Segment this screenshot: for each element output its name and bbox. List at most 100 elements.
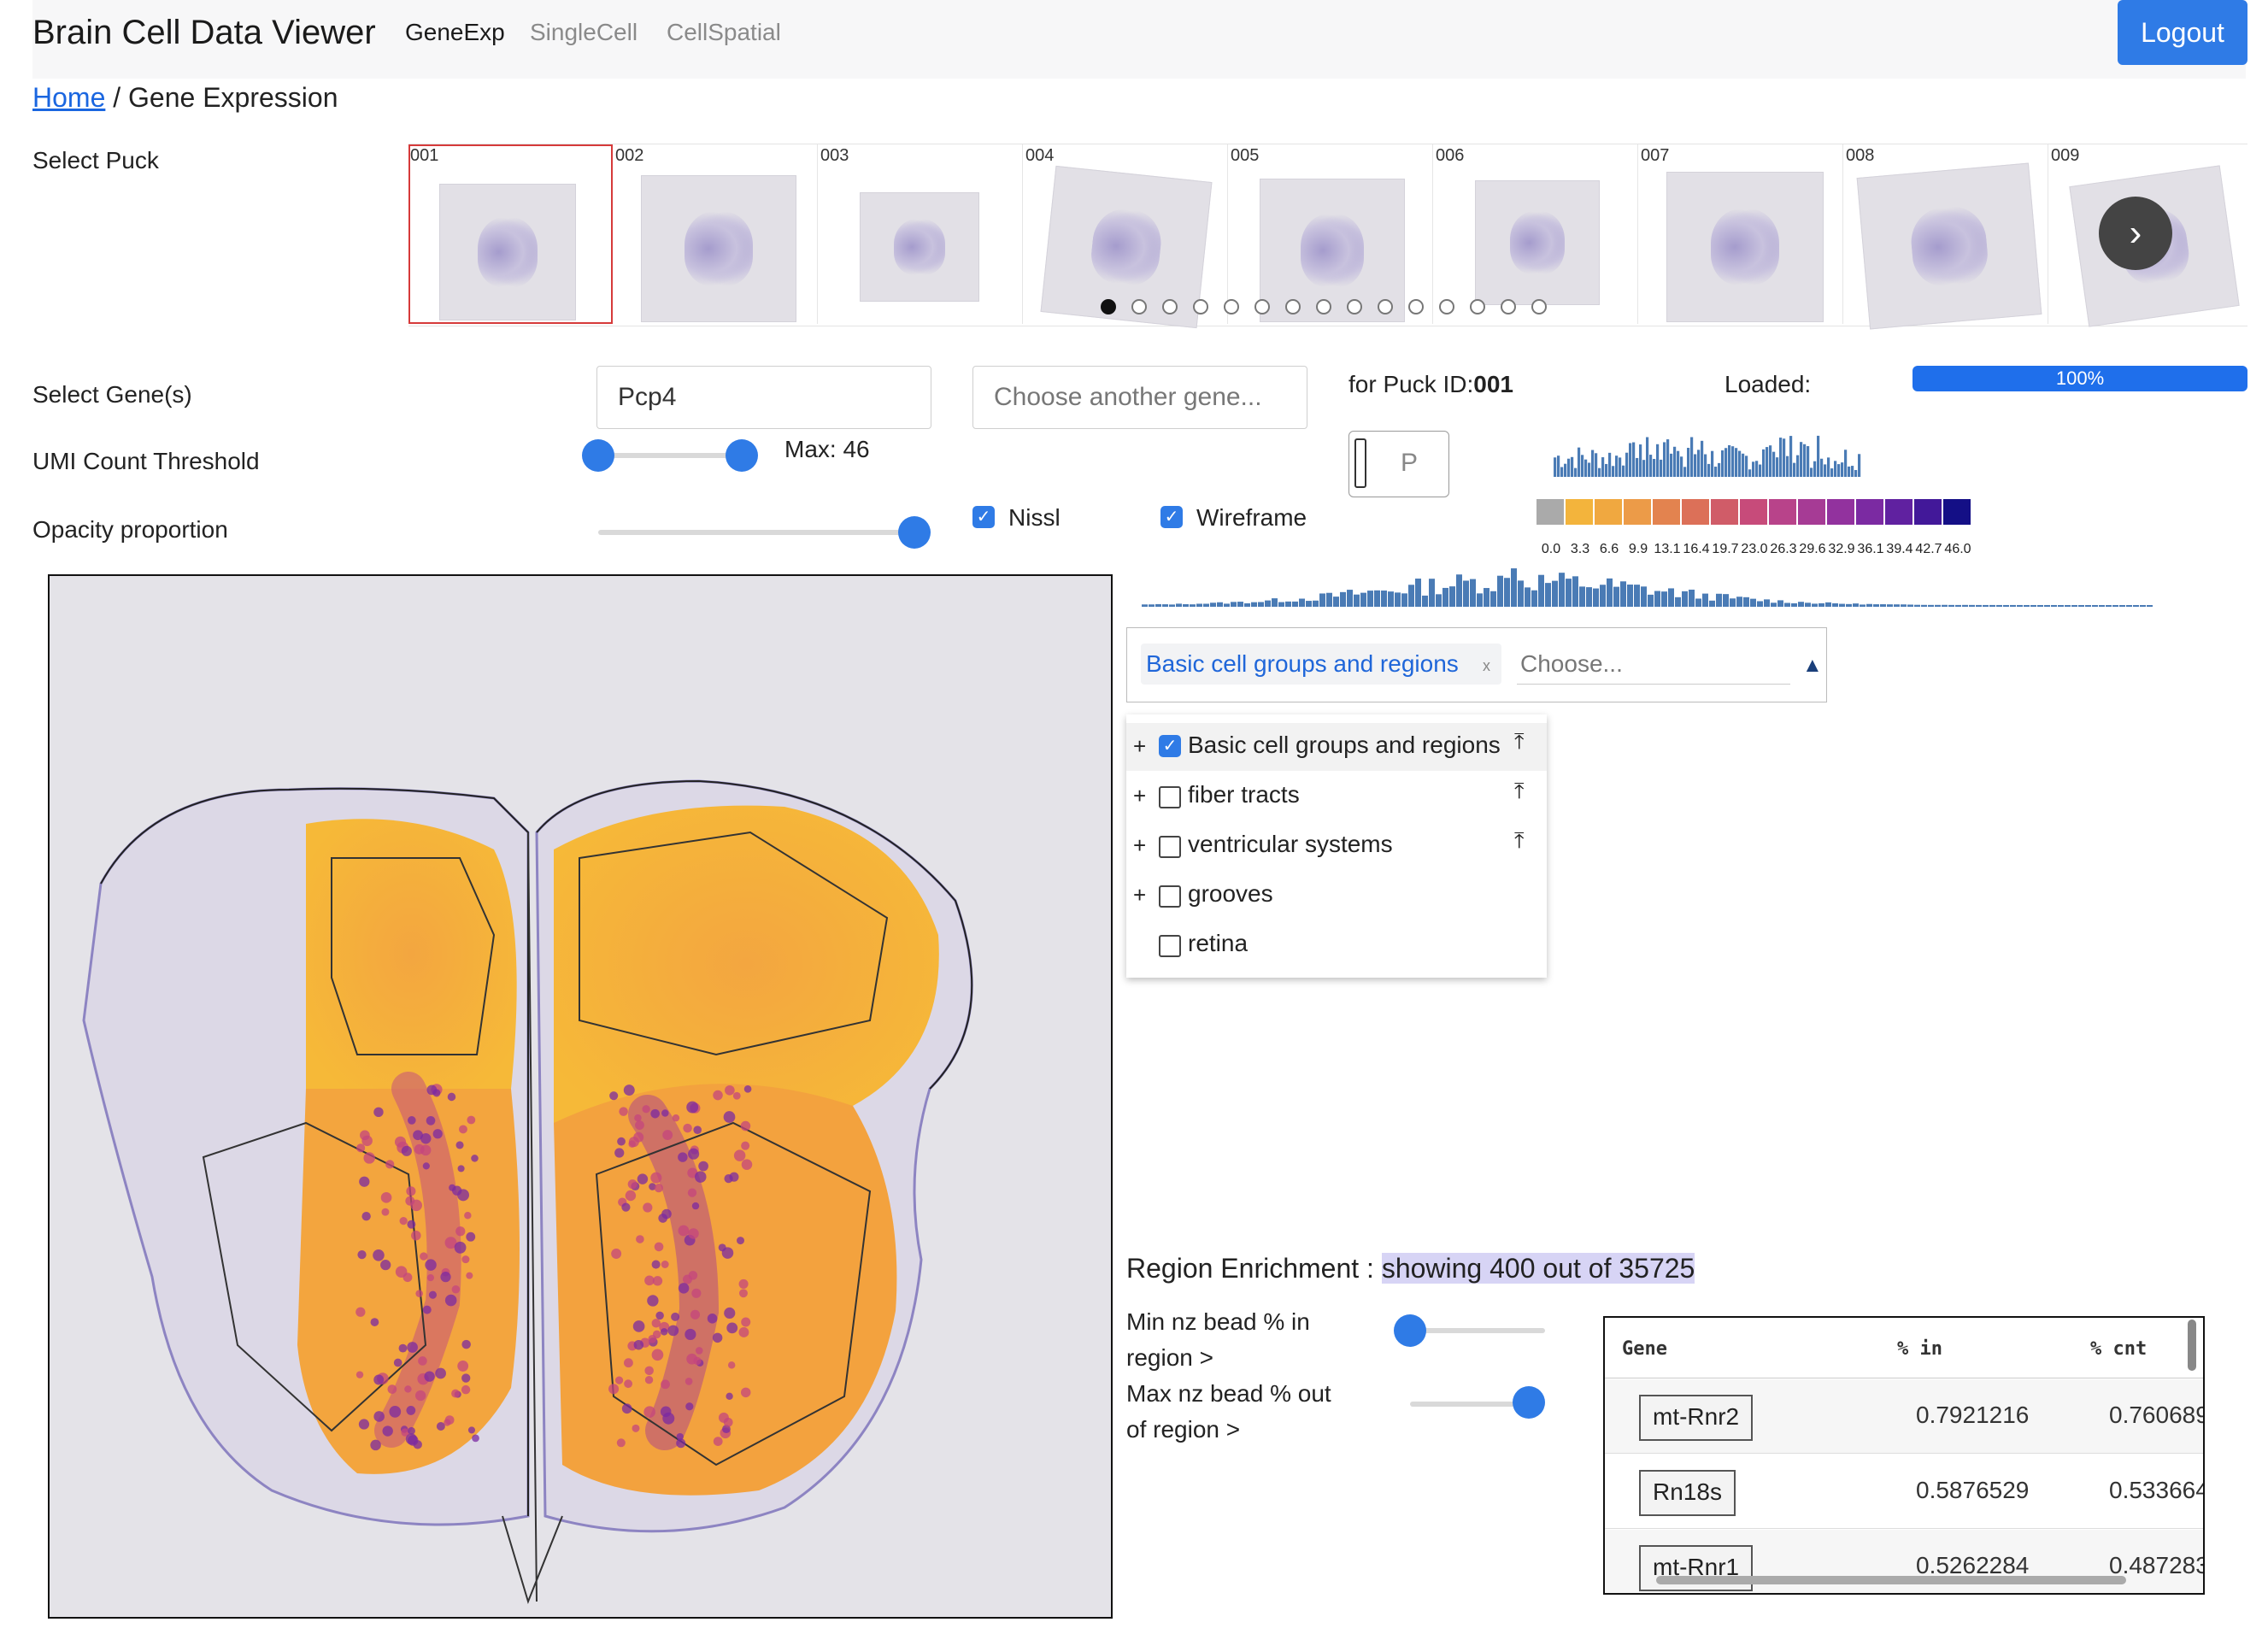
arrow-up-icon[interactable]: ⤒ [1514,827,1525,853]
expression-bead [636,1235,644,1243]
puck-thumb-001[interactable]: 001 [408,144,613,324]
gene-input[interactable] [596,366,931,429]
expression-bead [678,1225,690,1237]
carousel-dot[interactable] [1470,299,1485,314]
carousel-dot[interactable] [1254,299,1270,314]
region-label: Basic cell groups and regions [1188,732,1501,758]
histogram-bar [1702,593,1708,607]
carousel-dot[interactable] [1501,299,1516,314]
region-tree-row[interactable]: + ventricular systems ⤒ [1126,822,1547,870]
carousel-dot[interactable] [1408,299,1424,314]
carousel-dot[interactable] [1193,299,1208,314]
logout-button[interactable]: Logout [2118,0,2247,65]
expand-plus-icon[interactable]: + [1133,832,1147,858]
carousel-dot[interactable] [1101,299,1116,314]
histogram-bar [1789,436,1793,477]
region-tree-row[interactable]: + fiber tracts ⤒ [1126,773,1547,820]
carousel-dot[interactable] [1439,299,1454,314]
gene-expression-map[interactable] [48,574,1113,1619]
histogram-bar [2126,604,2132,607]
histogram-bar [2044,604,2050,607]
col-header-pct-in[interactable]: % in [1897,1338,1942,1360]
arrow-up-icon[interactable]: ⤒ [1514,728,1525,754]
carousel-dot[interactable] [1316,299,1331,314]
umi-slider-min-handle[interactable] [582,439,614,472]
expression-bead [373,1411,385,1422]
table-row[interactable]: mt-Rnr1 0.5262284 0.487283 [1605,1530,2203,1593]
expression-bead [743,1084,752,1093]
region-checkbox[interactable] [1159,836,1181,858]
breadcrumb-home-link[interactable]: Home [32,82,106,113]
carousel-dot[interactable] [1162,299,1178,314]
expression-bead [461,1384,471,1395]
histogram-bar [1217,602,1223,607]
min-nz-slider-handle[interactable] [1394,1314,1426,1347]
col-header-gene[interactable]: Gene [1622,1338,1667,1360]
dropdown-arrow-icon[interactable]: ▲ [1802,654,1823,677]
region-checkbox[interactable]: ✓ [1159,735,1181,757]
expression-bead [373,1374,385,1385]
nav-singlecell[interactable]: SingleCell [530,19,638,45]
region-search-input[interactable] [1517,644,1790,685]
region-tree-row[interactable]: + ✓ Basic cell groups and regions ⤒ [1126,723,1547,771]
legend-swatch [1769,499,1796,525]
nissl-checkbox[interactable]: ✓ [972,506,995,528]
histogram-bar [2078,604,2084,607]
expression-bead [455,1141,464,1149]
gene-button[interactable]: mt-Rnr2 [1639,1395,1754,1441]
nav-geneexp[interactable]: GeneExp [405,19,505,45]
puck-thumb-006[interactable]: 006 [1434,144,1638,324]
puck-thumb-002[interactable]: 002 [614,144,818,324]
expression-bead [718,1243,726,1252]
col-header-pct-cnt[interactable]: % cnt [2090,1338,2148,1360]
histogram-bar [1841,462,1844,477]
carousel-next-button[interactable]: › [2099,197,2172,270]
carousel-dot[interactable] [1131,299,1147,314]
region-checkbox[interactable] [1159,786,1181,808]
umi-slider-max-handle[interactable] [726,439,758,472]
histogram-bar [1663,442,1666,477]
expression-bead [732,1091,741,1100]
legend-tick: 42.7 [1915,542,1942,556]
arrow-up-icon[interactable]: ⤒ [1514,778,1525,803]
expand-plus-icon[interactable]: + [1133,733,1147,759]
histogram-bar [2010,604,2016,607]
expand-plus-icon[interactable]: + [1133,882,1147,908]
loaded-label: Loaded: [1725,371,1812,397]
nav-cellspatial[interactable]: CellSpatial [667,19,781,45]
puck-thumb-007[interactable]: 007 [1639,144,1843,324]
region-checkbox[interactable] [1159,935,1181,957]
opacity-slider-handle[interactable] [898,516,931,549]
region-tree-row[interactable]: + grooves [1126,872,1547,920]
puck-thumb-005[interactable]: 005 [1229,144,1433,324]
region-tag-remove-icon[interactable]: x [1483,657,1490,674]
carousel-dot[interactable] [1224,299,1239,314]
max-nz-slider-handle[interactable] [1513,1386,1545,1419]
p-input[interactable]: P [1348,431,1449,497]
another-gene-input[interactable] [972,366,1307,429]
puck-thumb-004[interactable]: 004 [1024,144,1228,329]
table-horizontal-scrollbar[interactable] [1656,1576,2126,1584]
expand-plus-icon[interactable]: + [1133,783,1147,808]
table-row[interactable]: Rn18s 0.5876529 0.533664 [1605,1455,2203,1529]
puck-thumb-008[interactable]: 008 [1844,144,2048,330]
histogram-bar [1381,591,1387,607]
table-row[interactable]: mt-Rnr2 0.7921216 0.760689 [1605,1379,2203,1454]
puck-thumb-009[interactable]: 009 [2049,144,2247,327]
region-multiselect[interactable]: Basic cell groups and regions x ▲ [1126,627,1827,702]
region-tree-row[interactable]: retina [1126,921,1547,969]
histogram-bar [1817,435,1820,477]
expression-bead [609,1091,619,1101]
gene-button[interactable]: Rn18s [1639,1470,1736,1516]
table-vertical-scrollbar[interactable] [2188,1320,2196,1371]
region-checkbox[interactable] [1159,885,1181,908]
carousel-dot[interactable] [1285,299,1301,314]
histogram-bar [1976,604,1982,607]
carousel-dot[interactable] [1531,299,1547,314]
puck-thumb-003[interactable]: 003 [819,144,1023,324]
wireframe-checkbox[interactable]: ✓ [1160,506,1183,528]
carousel-dot[interactable] [1378,299,1393,314]
expression-bead [467,1426,476,1434]
region-tag[interactable]: Basic cell groups and regions x [1141,644,1501,685]
carousel-dot[interactable] [1347,299,1362,314]
